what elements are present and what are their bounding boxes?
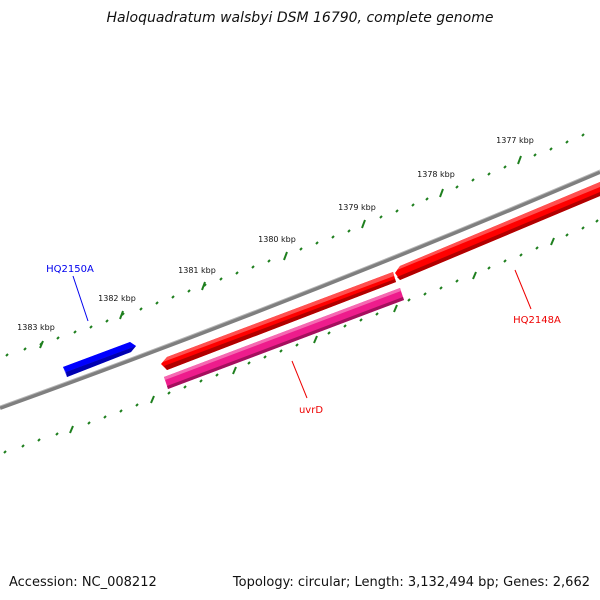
tick-label: 1382 kbp: [98, 294, 136, 303]
gene-uvrd[interactable]: [164, 288, 404, 389]
tick-label: 1383 kbp: [17, 323, 55, 332]
label-leader-hq2150a: [72, 275, 89, 322]
tick-labels: 1377 kbp 1378 kbp 1379 kbp 1380 kbp 1381…: [17, 136, 534, 332]
gene-forward-left[interactable]: [161, 272, 396, 370]
tick-label: 1377 kbp: [496, 136, 534, 145]
map-title: Haloquadratum walsbyi DSM 16790, complet…: [107, 10, 494, 26]
gene-hq2150a[interactable]: [63, 342, 136, 377]
outer-major-ticks: [39, 155, 522, 349]
genome-summary-text: Topology: circular; Length: 3,132,494 bp…: [232, 575, 590, 590]
inner-major-ticks: [69, 237, 555, 434]
accession-text: Accession: NC_008212: [9, 575, 157, 590]
gene-label-uvrd[interactable]: uvrD: [299, 405, 323, 416]
tick-label: 1379 kbp: [338, 203, 376, 212]
tick-label: 1380 kbp: [258, 235, 296, 244]
gene-label-hq2148a[interactable]: HQ2148A: [513, 315, 561, 326]
genome-backbone: [0, 170, 600, 410]
label-leader-hq2148a: [514, 269, 532, 310]
gene-label-hq2150a[interactable]: HQ2150A: [46, 264, 94, 275]
genome-backbone-highlight: [0, 169, 600, 407]
outer-tick-ring: [5, 133, 585, 357]
label-leader-uvrd: [291, 360, 308, 399]
inner-tick-ring: [3, 219, 599, 454]
gene-hq2148a[interactable]: [395, 182, 600, 280]
tick-label: 1378 kbp: [417, 170, 455, 179]
tick-label: 1381 kbp: [178, 266, 216, 275]
